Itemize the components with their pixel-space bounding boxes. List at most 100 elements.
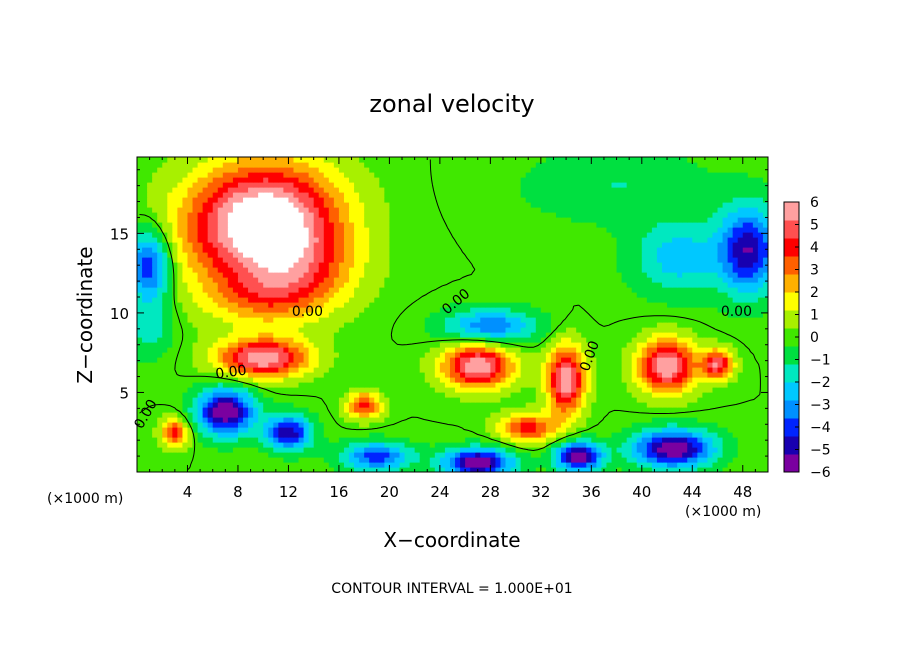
field-cell xyxy=(399,392,406,398)
field-cell xyxy=(288,332,295,338)
field-cell xyxy=(586,397,592,403)
field-cell xyxy=(328,287,335,293)
field-cell xyxy=(747,282,754,288)
field-cell xyxy=(470,452,476,458)
field-cell xyxy=(631,447,638,453)
field-cell xyxy=(722,442,729,448)
field-cell xyxy=(727,392,734,398)
field-cell xyxy=(646,312,653,318)
field-cell xyxy=(626,322,633,328)
field-cell xyxy=(268,382,274,388)
field-cell xyxy=(202,427,209,433)
field-cell xyxy=(485,407,491,413)
field-cell xyxy=(485,427,491,433)
field-cell xyxy=(616,387,623,393)
field-cell xyxy=(571,317,577,323)
field-cell xyxy=(480,372,486,378)
field-cell xyxy=(661,302,668,308)
field-cell xyxy=(263,327,269,333)
field-cell xyxy=(293,352,300,358)
field-cell xyxy=(182,332,189,338)
field-cell xyxy=(237,392,244,398)
field-cell xyxy=(273,432,279,438)
field-cell xyxy=(389,352,396,358)
field-cell xyxy=(591,447,597,453)
field-cell xyxy=(258,442,264,448)
field-cell xyxy=(137,422,143,428)
field-cell xyxy=(520,317,527,323)
field-cell xyxy=(586,412,592,418)
field-cell xyxy=(561,357,567,363)
field-cell xyxy=(409,327,416,333)
field-cell xyxy=(727,342,734,348)
field-cell xyxy=(278,282,284,288)
field-cell xyxy=(313,277,320,283)
field-cell xyxy=(182,317,189,323)
field-cell xyxy=(707,332,714,338)
field-cell xyxy=(258,272,264,278)
field-cell xyxy=(470,342,476,348)
field-cell xyxy=(561,402,567,408)
field-cell xyxy=(207,352,214,358)
field-cell xyxy=(677,352,683,358)
field-cell xyxy=(591,467,597,472)
field-cell xyxy=(167,332,173,338)
field-cell xyxy=(747,317,754,323)
field-cell xyxy=(308,372,315,378)
field-cell xyxy=(313,287,320,293)
field-cell xyxy=(429,377,436,383)
field-cell xyxy=(500,397,507,403)
field-cell xyxy=(677,357,683,363)
field-cell xyxy=(202,417,209,423)
field-cell xyxy=(505,342,512,348)
field-cell xyxy=(762,402,768,408)
field-cell xyxy=(268,317,274,323)
field-cell xyxy=(343,317,350,323)
field-cell xyxy=(182,417,189,423)
field-cell xyxy=(656,422,663,428)
field-cell xyxy=(581,462,587,468)
field-cell xyxy=(677,407,683,413)
field-cell xyxy=(293,362,300,368)
field-cell xyxy=(323,342,330,348)
field-cell xyxy=(343,307,350,313)
field-cell xyxy=(510,457,517,463)
field-cell xyxy=(561,297,567,303)
field-cell xyxy=(490,392,497,398)
field-cell xyxy=(555,382,562,388)
field-cell xyxy=(354,462,360,468)
field-cell xyxy=(550,397,557,403)
field-cell xyxy=(253,402,259,408)
field-cell xyxy=(248,327,254,333)
field-cell xyxy=(207,322,214,328)
field-cell xyxy=(485,277,491,283)
field-cell xyxy=(480,287,486,293)
field-cell xyxy=(318,272,325,278)
field-cell xyxy=(268,337,274,343)
field-cell xyxy=(157,272,163,278)
field-cell xyxy=(439,282,446,288)
field-cell xyxy=(550,297,557,303)
field-cell xyxy=(313,282,320,288)
field-cell xyxy=(429,407,436,413)
field-cell xyxy=(167,307,173,313)
field-cell xyxy=(394,277,401,283)
field-cell xyxy=(137,362,143,368)
field-cell xyxy=(187,327,194,333)
field-cell xyxy=(222,272,229,278)
field-cell xyxy=(318,377,325,383)
field-cell xyxy=(742,352,749,358)
field-cell xyxy=(561,377,567,383)
field-cell xyxy=(510,357,517,363)
field-cell xyxy=(333,342,340,348)
field-cell xyxy=(298,307,305,313)
field-cell xyxy=(222,327,229,333)
field-cell xyxy=(636,392,643,398)
field-cell xyxy=(661,332,668,338)
field-cell xyxy=(606,447,613,453)
field-cell xyxy=(545,327,552,333)
field-cell xyxy=(197,357,204,363)
field-cell xyxy=(677,412,683,418)
field-cell xyxy=(656,377,663,383)
